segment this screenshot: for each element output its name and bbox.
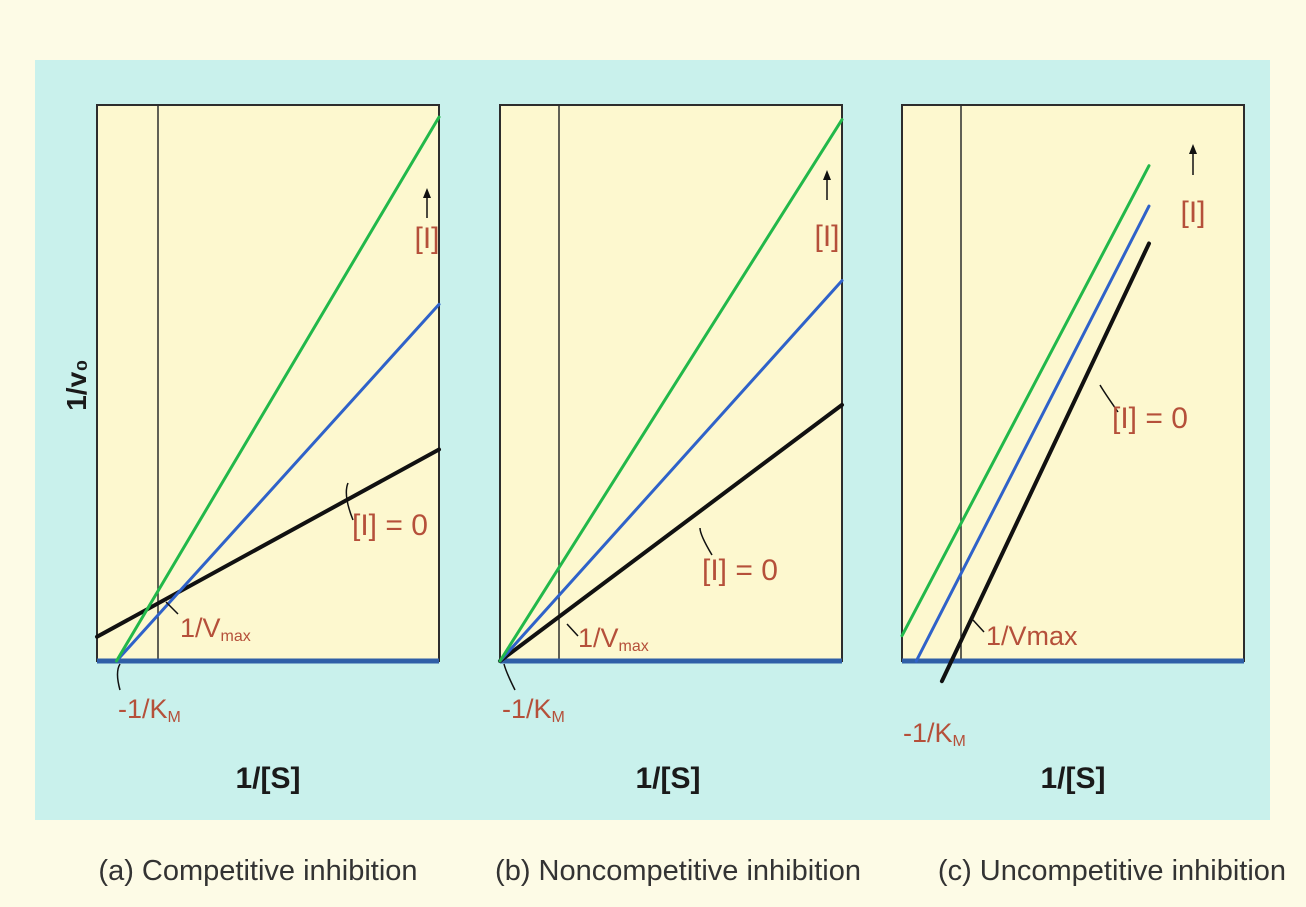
inhibitor-arrow-label-noncompetitive: [I] (814, 220, 839, 253)
caption-uncompetitive: (c) Uncompetitive inhibition (938, 855, 1286, 887)
x-axis-label-competitive: 1/[S] (235, 762, 300, 795)
leader-intercept-noncompetitive (566, 623, 579, 637)
x-axis-label-noncompetitive: 1/[S] (635, 762, 700, 795)
leader-km-competitive (116, 663, 121, 691)
leader-i0-competitive (345, 482, 354, 521)
arrow-up-icon (423, 188, 431, 198)
panel-competitive: [I] [I] = 0 1/Vmax -1/KM 1/[S] (a) Compe… (95, 104, 441, 887)
caption-competitive: (a) Competitive inhibition (98, 855, 417, 887)
inhibitor-arrow-label-competitive: [I] (414, 222, 439, 255)
series-line-i0-uncompetitive (939, 241, 1151, 684)
i0-label-competitive: [I] = 0 (352, 509, 428, 542)
y-axis-label: 1/v₀ (61, 359, 92, 411)
leader-km-noncompetitive (503, 663, 516, 691)
panel-noncompetitive: [I] [I] = 0 1/Vmax -1/KM 1/[S] (b) Nonco… (495, 104, 861, 887)
km-label-noncompetitive: -1/KM (502, 694, 565, 726)
x-axis-label-uncompetitive: 1/[S] (1040, 762, 1105, 795)
series-line-i1-uncompetitive (914, 204, 1151, 663)
km-label-competitive: -1/KM (118, 694, 181, 726)
intercept-label-noncompetitive: 1/Vmax (578, 623, 649, 655)
series-line-i2-uncompetitive (900, 164, 1151, 638)
panel-uncompetitive: [I] [I] = 0 1/Vmax -1/KM 1/[S] (c) Uncom… (900, 104, 1286, 887)
series-line-i1-noncompetitive (498, 279, 844, 663)
intercept-label-competitive: 1/Vmax (180, 613, 251, 645)
series-line-i2-competitive (115, 115, 441, 663)
i0-label-noncompetitive: [I] = 0 (702, 554, 778, 587)
arrow-up-icon (1189, 144, 1197, 154)
series-line-i1-competitive (115, 302, 441, 663)
arrow-up-icon (823, 170, 831, 180)
series-line-i2-noncompetitive (498, 118, 844, 663)
leader-i0-uncompetitive (1099, 384, 1119, 413)
inhibitor-arrow-label-uncompetitive: [I] (1180, 196, 1205, 229)
plot-area-uncompetitive (901, 104, 1245, 662)
series-line-i0-noncompetitive (498, 402, 844, 663)
leader-intercept-competitive (165, 601, 179, 615)
i0-label-uncompetitive: [I] = 0 (1112, 402, 1188, 435)
km-label-uncompetitive: -1/KM (903, 718, 966, 750)
caption-noncompetitive: (b) Noncompetitive inhibition (495, 855, 861, 887)
series-line-i0-competitive (95, 447, 441, 639)
leader-i0-noncompetitive (699, 527, 713, 556)
intercept-label-uncompetitive: 1/Vmax (986, 621, 1078, 651)
plot-area-competitive (96, 104, 440, 662)
leader-intercept-uncompetitive (972, 619, 985, 633)
